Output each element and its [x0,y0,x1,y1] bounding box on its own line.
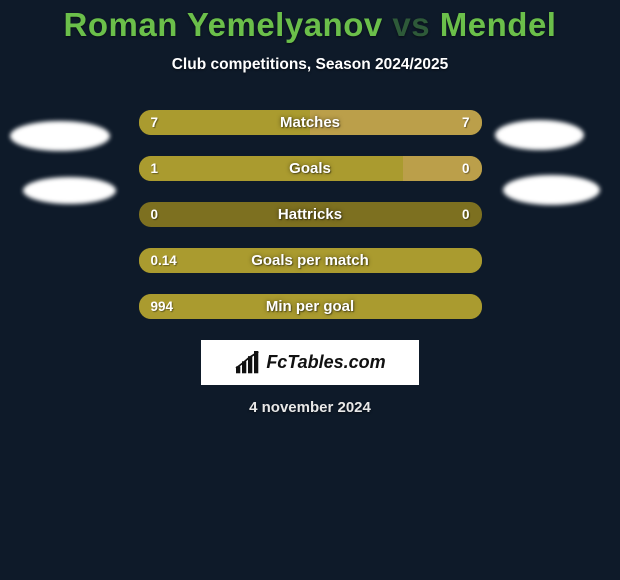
stat-row: 10Goals [139,156,482,181]
stat-label: Min per goal [139,294,482,319]
player2-name: Mendel [440,6,557,43]
decorative-blob [503,175,600,205]
stat-label: Goals per match [139,248,482,273]
stat-row: 994Min per goal [139,294,482,319]
stat-bars: 77Matches 10Goals 00Hattricks 0.14Goals per… [139,110,482,319]
stat-label: Goals [139,156,482,181]
branding-badge: FcTables.com [201,340,419,385]
player1-name: Roman Yemelyanov [64,6,383,43]
stat-label: Matches [139,110,482,135]
decorative-blob [23,177,116,204]
decorative-blob [10,121,110,151]
subtitle: Club competitions, Season 2024/2025 [0,56,620,74]
bar-chart-icon [234,351,262,375]
date-label: 4 november 2024 [0,399,620,416]
comparison-title: Roman Yemelyanov vs Mendel [0,6,620,44]
stat-row: 0.14Goals per match [139,248,482,273]
decorative-blob [495,120,584,150]
branding-text: FcTables.com [266,352,385,373]
stat-label: Hattricks [139,202,482,227]
vs-text: vs [392,6,430,43]
stat-row: 77Matches [139,110,482,135]
stat-row: 00Hattricks [139,202,482,227]
